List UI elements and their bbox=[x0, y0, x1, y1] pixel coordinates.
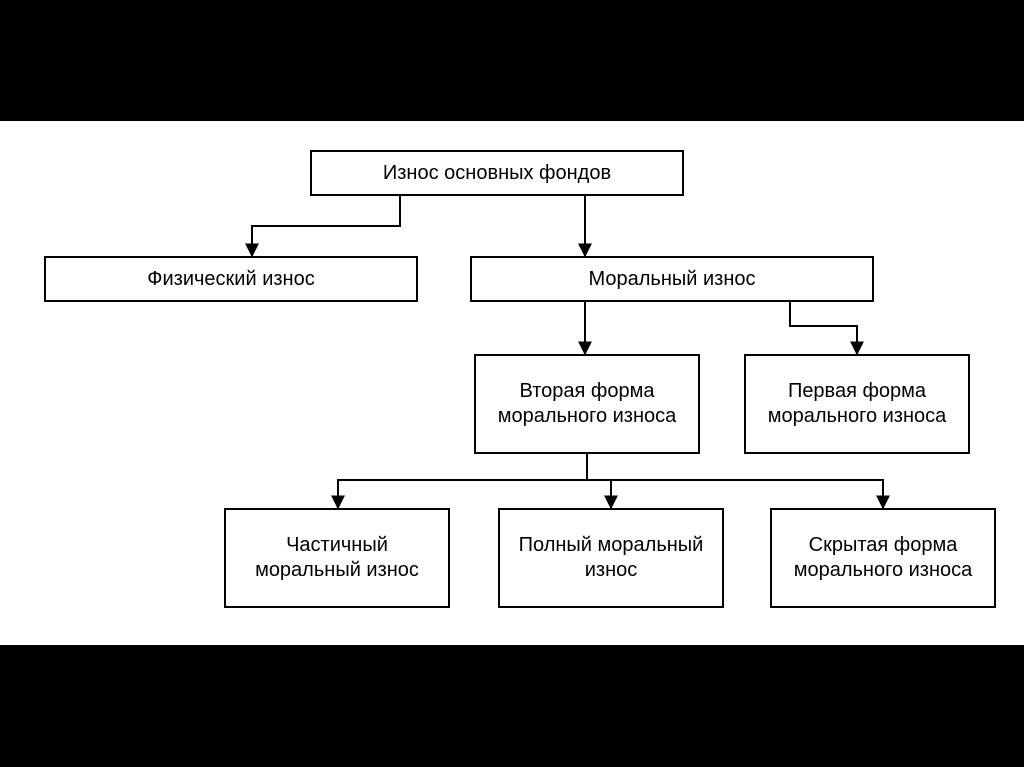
node-moral: Моральный износ bbox=[470, 256, 874, 302]
node-label: Вторая форма морального износа bbox=[482, 379, 692, 429]
node-label: Первая форма морального износа bbox=[752, 379, 962, 429]
node-label: Износ основных фондов bbox=[383, 161, 611, 186]
node-label: Скрытая форма морального износа bbox=[778, 533, 988, 583]
node-form1: Первая форма морального износа bbox=[744, 354, 970, 454]
node-hidden: Скрытая форма морального износа bbox=[770, 508, 996, 608]
node-form2: Вторая форма морального износа bbox=[474, 354, 700, 454]
node-full: Полный моральный износ bbox=[498, 508, 724, 608]
node-label: Физический износ bbox=[147, 267, 314, 292]
node-root: Износ основных фондов bbox=[310, 150, 684, 196]
node-partial: Частичный моральный износ bbox=[224, 508, 450, 608]
diagram-stage: Износ основных фондов Физический износ Мор… bbox=[0, 0, 1024, 767]
node-label: Моральный износ bbox=[588, 267, 755, 292]
node-label: Частичный моральный износ bbox=[232, 533, 442, 583]
node-label: Полный моральный износ bbox=[506, 533, 716, 583]
node-phys: Физический износ bbox=[44, 256, 418, 302]
